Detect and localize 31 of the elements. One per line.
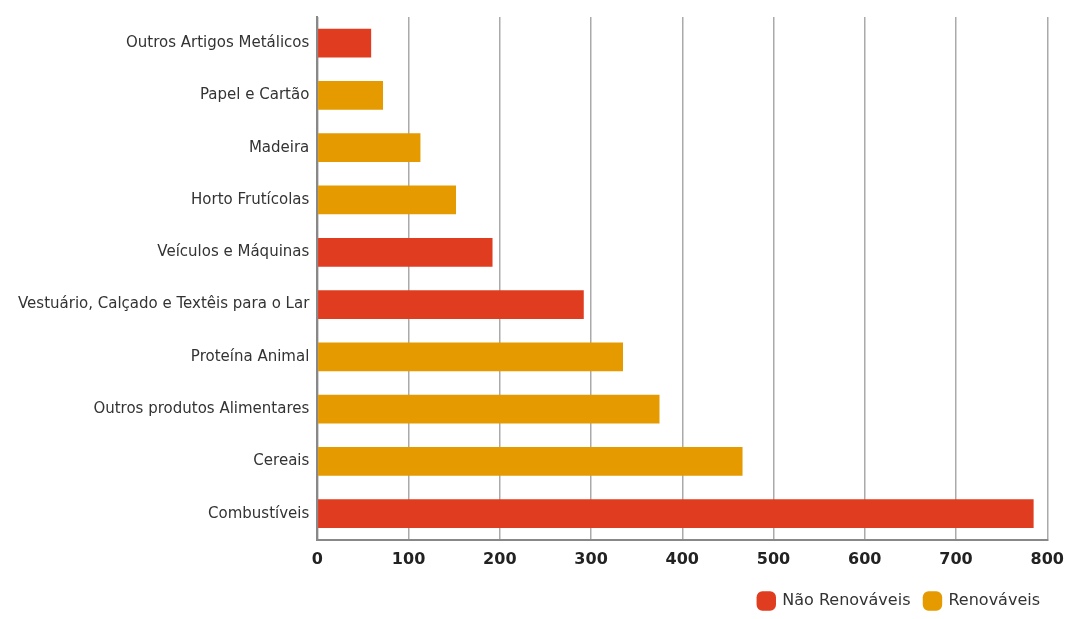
bar <box>318 81 384 110</box>
x-tick-label: 700 <box>939 548 973 568</box>
x-tick-label: 300 <box>574 548 608 568</box>
bar <box>318 499 1034 529</box>
bar <box>318 342 623 372</box>
x-tick-label: 0 <box>311 548 323 568</box>
bar <box>318 185 457 215</box>
bar <box>318 237 493 267</box>
y-tick-label: Proteína Animal <box>190 346 310 365</box>
legend-label: Renováveis <box>948 590 1041 610</box>
y-tick-label: Combustíveis <box>208 503 310 522</box>
x-tick-label: 600 <box>848 548 882 568</box>
x-tick-label: 500 <box>756 548 791 568</box>
legend-label: Não Renováveis <box>782 590 911 610</box>
y-tick-label: Outros Artigos Metálicos <box>125 33 310 52</box>
bar <box>318 394 660 424</box>
y-tick-label: Outros produtos Alimentares <box>93 398 310 417</box>
y-tick-label: Papel e Cartão <box>199 85 310 104</box>
y-tick-label: Veículos e Máquinas <box>157 242 310 261</box>
y-tick-label: Vestuário, Calçado e Textêis para o Lar <box>17 294 311 313</box>
bar <box>318 290 584 319</box>
x-tick-label: 200 <box>483 548 517 568</box>
y-tick-label: Cereais <box>253 451 310 470</box>
bar <box>318 447 743 476</box>
bar <box>318 133 421 163</box>
y-tick-label: Horto Frutícolas <box>191 189 310 208</box>
bar <box>318 28 372 58</box>
x-tick-label: 100 <box>391 548 426 568</box>
y-tick-label: Madeira <box>248 137 310 156</box>
x-tick-label: 800 <box>1030 548 1064 568</box>
x-tick-label: 400 <box>665 548 700 568</box>
